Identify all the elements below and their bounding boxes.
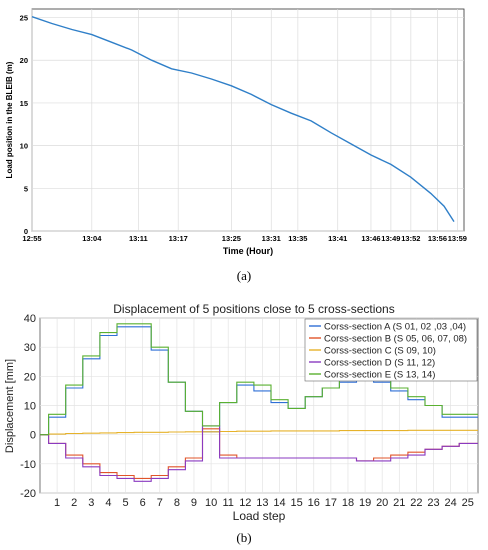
chart-b-x-tick-label: 4 [105,497,111,509]
chart-a-x-label: Time (Hour) [223,246,273,256]
chart-a-x-tick-label: 13:56 [428,234,447,243]
chart-b-x-tick-label: 5 [122,497,128,509]
chart-b-legend-entry: Corss-section E (S 13, 14) [324,370,435,381]
chart-b-x-tick-label: 14 [273,497,285,509]
chart-b-legend-entry: Corss-section B (S 05, 06, 07, 08) [324,334,467,345]
chart-b-x-label: Load step [233,509,286,523]
chart-a-plot-area [31,8,465,232]
chart-b-y-tick-label: 20 [24,371,36,383]
chart-b-x-tick-label: 16 [308,497,320,509]
chart-b-legend: Corss-section A (S 01, 02 ,03 ,04)Corss-… [304,318,478,382]
chart-b-x-tick-label: 7 [157,497,163,509]
chart-b-x-tick-label: 3 [88,497,94,509]
chart-b-x-tick-label: 25 [462,497,474,509]
chart-b-legend-entry: Corss-section C (S 09, 10) [324,346,436,357]
chart-b-y-tick-label: 40 [24,313,36,325]
chart-a-y-tick-label: 5 [24,184,28,193]
chart-b-x-tick-label: 13 [256,497,268,509]
chart-b-x-tick-label: 2 [71,497,77,509]
chart-a-x-tick-label: 13:17 [169,234,188,243]
chart-a-x-tick-label: 13:52 [401,234,420,243]
chart-b-x-tick-label: 23 [427,497,439,509]
chart-a-y-tick-label: 15 [20,99,28,108]
chart-a-y-tick-label: 25 [20,14,28,23]
chart-b-legend-box [304,318,478,382]
chart-b-x-tick-label: 22 [410,497,422,509]
chart-b-title: Displacement of 5 positions close to 5 c… [113,302,394,316]
chart-b-x-tick-label: 12 [239,497,251,509]
chart-b-y-label: Displacement [mm] [4,359,16,453]
chart-b-x-tick-label: 11 [222,497,233,509]
chart-a-x-tick-label: 13:49 [381,234,400,243]
chart-a-y-tick-label: 20 [20,56,28,65]
chart-b-x-tick-label: 20 [376,497,388,509]
chart-b-y-tick-label: -20 [20,488,36,500]
chart-a-x-tick-label: 13:25 [222,234,241,243]
chart-b-x-tick-label: 6 [140,497,146,509]
chart-b-x-tick-label: 24 [445,497,457,509]
chart-b-x-tick-label: 8 [174,497,180,509]
caption-a: (a) [236,268,252,283]
chart-a-x-tick-label: 13:31 [262,234,281,243]
chart-b-x-tick-label: 21 [393,497,405,509]
chart-a-series-line [31,16,455,222]
chart-b-y-tick-label: 30 [24,342,36,354]
chart-b-x-tick-label: 1 [54,497,60,509]
chart-a-x-tick-label: 13:04 [82,234,102,243]
chart-b-series-line-4 [40,425,478,482]
chart-b: Displacement of 5 positions close to 5 c… [4,302,479,523]
chart-a: 12:55 13:04 13:11 13:17 13:25 13:31 13:35 13:41… [5,8,467,256]
chart-b-legend-entry: Corss-section D (S 11, 12) [324,358,435,369]
chart-a-x-tick-label: 13:35 [288,234,307,243]
chart-b-y-tick-label: -10 [20,459,36,471]
chart-b-x-tick-label: 17 [325,497,337,509]
chart-a-x-tick-label: 12:55 [22,234,41,243]
chart-a-y-tick-label: 0 [24,227,28,236]
chart-b-x-tick-label: 10 [205,497,217,509]
chart-b-series-line-5 [40,323,478,436]
chart-a-x-tick-label: 13:41 [328,234,347,243]
chart-b-series-line-1 [40,326,478,436]
chart-b-x-tick-label: 19 [359,497,371,509]
caption-b: (b) [236,530,252,545]
chart-b-y-tick-label: 0 [30,430,36,442]
chart-b-x-tick-label: 18 [342,497,354,509]
chart-a-x-tick-label: 13:46 [361,234,380,243]
chart-b-x-tick-label: 15 [291,497,303,509]
chart-b-legend-entry: Corss-section A (S 01, 02 ,03 ,04) [324,322,466,333]
chart-a-grid [31,9,464,232]
chart-a-y-tick-label: 10 [20,142,28,151]
chart-a-tick-labels: 12:55 13:04 13:11 13:17 13:25 13:31 13:35 13:41… [20,14,467,243]
chart-a-series [31,16,455,222]
chart-b-x-tick-label: 9 [191,497,197,509]
chart-b-series [40,323,478,482]
chart-b-tick-labels: 1 2 3 4 5 6 7 8 9 10 11 12 13 14 15 16 17 18 19 20 21 22 23 24 2… [20,313,474,509]
chart-a-y-label: Load position in the BLEIB (m) [5,61,14,178]
chart-b-y-tick-label: 10 [24,401,36,413]
chart-a-x-tick-label: 13:11 [129,234,148,243]
chart-a-x-tick-label: 13:59 [448,234,467,243]
